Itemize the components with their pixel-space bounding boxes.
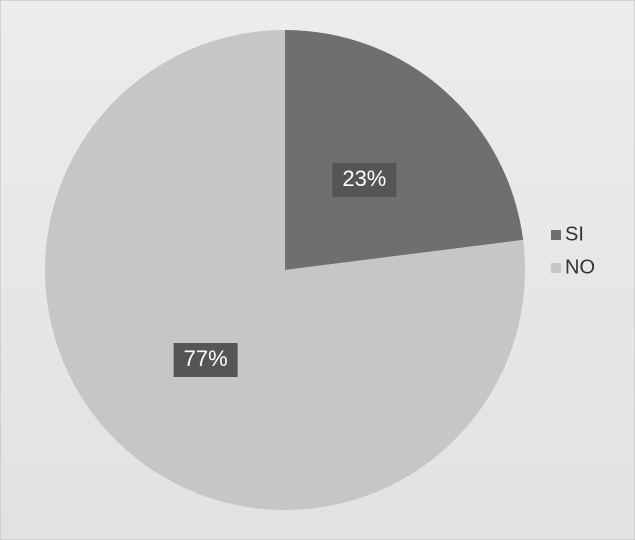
data-label-box (173, 343, 238, 378)
legend-label: NO (565, 256, 595, 278)
data-label: 23% (342, 166, 386, 191)
legend-marker (551, 263, 561, 273)
data-label: 77% (184, 346, 228, 371)
data-label-box (332, 162, 397, 197)
legend-label: SI (565, 223, 584, 245)
pie-slice (285, 30, 524, 270)
legend-marker (551, 230, 561, 240)
pie-slice (45, 30, 526, 510)
